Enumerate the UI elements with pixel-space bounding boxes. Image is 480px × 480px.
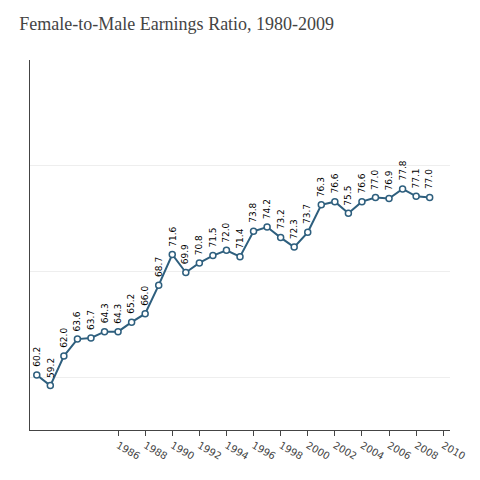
svg-text:72.3: 72.3 (289, 219, 299, 239)
svg-text:69.9: 69.9 (180, 244, 190, 264)
svg-text:1992: 1992 (196, 440, 224, 462)
svg-text:70.8: 70.8 (194, 235, 204, 255)
svg-text:65.2: 65.2 (126, 294, 136, 314)
svg-text:64.3: 64.3 (100, 303, 110, 323)
svg-text:64.3: 64.3 (113, 304, 123, 324)
svg-text:77.0: 77.0 (424, 169, 434, 189)
svg-text:75.5: 75.5 (343, 186, 353, 206)
svg-text:71.6: 71.6 (168, 226, 178, 246)
svg-text:1996: 1996 (250, 440, 278, 462)
svg-text:71.5: 71.5 (208, 227, 218, 247)
svg-text:76.6: 76.6 (330, 173, 340, 193)
svg-text:76.3: 76.3 (316, 177, 326, 197)
svg-text:1998: 1998 (277, 440, 305, 462)
svg-text:77.0: 77.0 (370, 170, 380, 190)
svg-text:63.7: 63.7 (86, 310, 96, 330)
svg-text:76.6: 76.6 (357, 173, 367, 193)
svg-text:77.1: 77.1 (411, 168, 421, 188)
svg-text:1986: 1986 (115, 440, 143, 462)
svg-text:2010: 2010 (440, 440, 468, 462)
svg-text:73.2: 73.2 (276, 209, 286, 229)
svg-text:Female-to-Male Earnings Ratio,: Female-to-Male Earnings Ratio, 1980-2009 (19, 14, 334, 34)
svg-text:2000: 2000 (304, 440, 332, 462)
svg-text:1990: 1990 (169, 440, 197, 462)
svg-text:77.8: 77.8 (398, 160, 408, 180)
svg-text:1994: 1994 (223, 440, 251, 462)
svg-text:71.4: 71.4 (235, 228, 245, 248)
svg-text:2006: 2006 (386, 440, 414, 462)
svg-text:62.0: 62.0 (59, 328, 69, 348)
svg-text:68.7: 68.7 (154, 257, 164, 277)
svg-text:60.2: 60.2 (32, 347, 42, 367)
svg-text:2008: 2008 (413, 440, 441, 462)
svg-text:73.7: 73.7 (302, 204, 312, 224)
svg-text:2002: 2002 (331, 440, 359, 462)
svg-text:66.0: 66.0 (140, 286, 150, 306)
svg-text:63.6: 63.6 (72, 311, 82, 331)
svg-text:73.8: 73.8 (248, 202, 258, 222)
svg-text:76.9: 76.9 (384, 170, 394, 190)
svg-text:72.0: 72.0 (221, 222, 231, 242)
svg-text:74.2: 74.2 (262, 199, 272, 219)
svg-text:1988: 1988 (142, 440, 170, 462)
svg-text:59.2: 59.2 (46, 358, 56, 378)
svg-text:2004: 2004 (358, 440, 386, 462)
